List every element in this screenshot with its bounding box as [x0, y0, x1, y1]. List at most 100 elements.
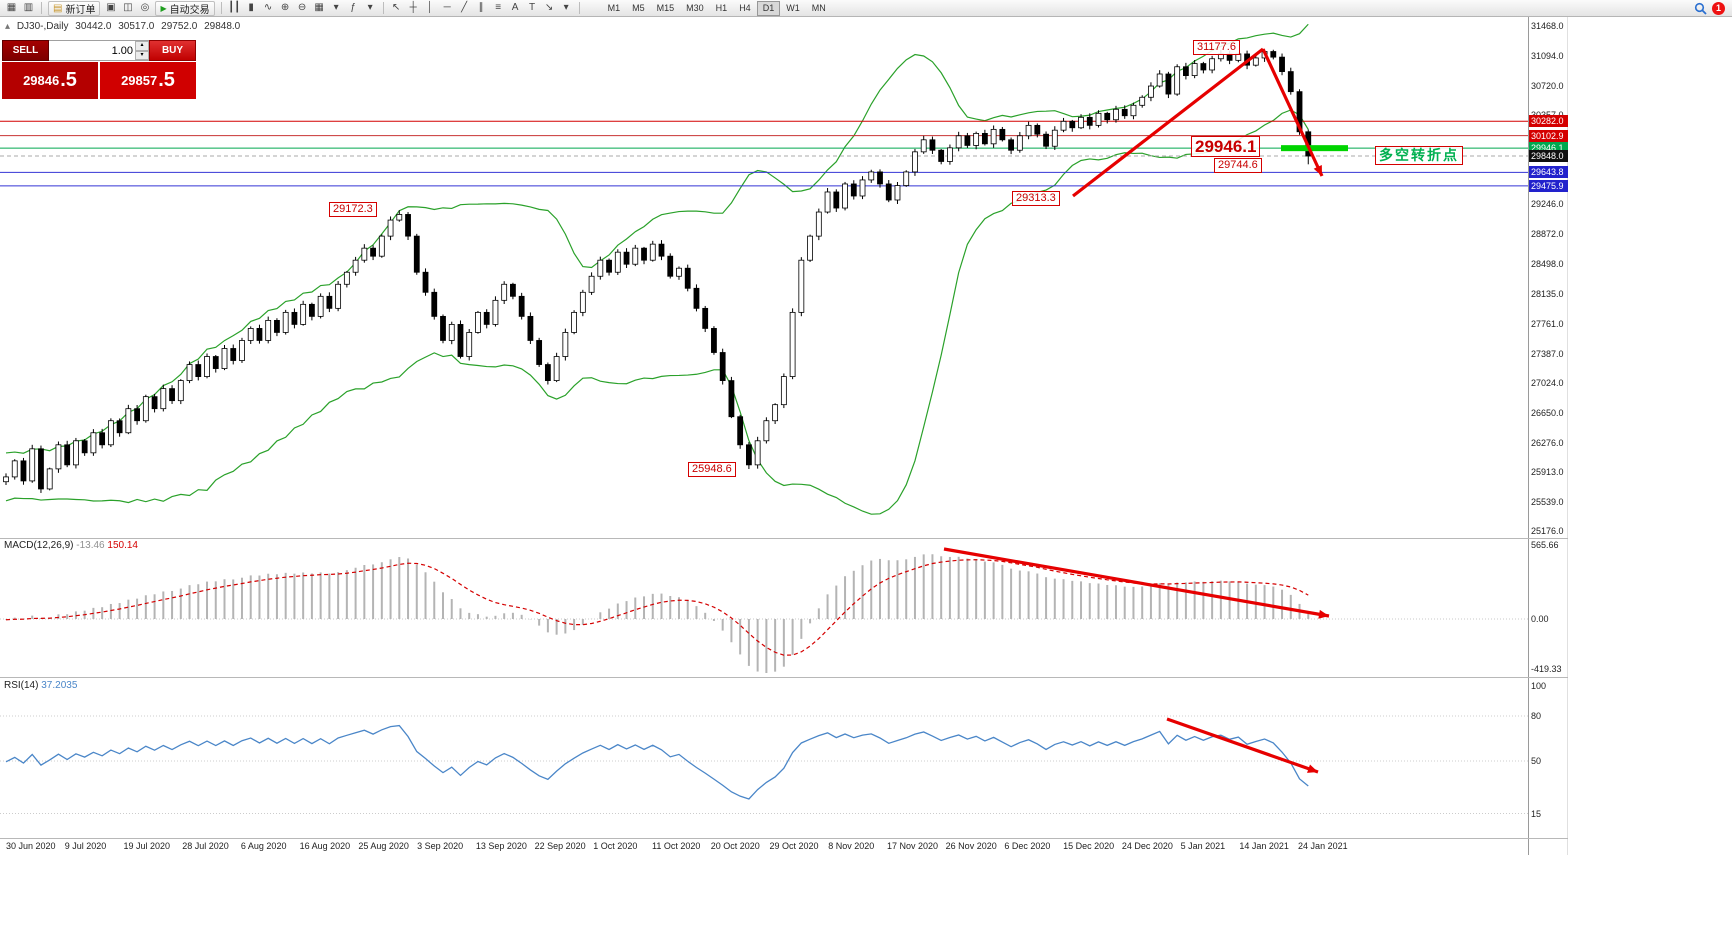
notification-badge[interactable]: 1 — [1712, 1, 1725, 15]
line-chart-icon[interactable]: ∿ — [263, 1, 273, 13]
tile-windows-icon[interactable]: ▦ — [314, 1, 324, 13]
candle-body — [317, 295, 324, 317]
auto-trading-icon: ▶ — [160, 3, 167, 13]
chart-tools-group: ┃┃ ▮ ∿ ⊕ ⊖ ▦ ▾ ƒ ▾ — [226, 1, 379, 16]
candle-body — [894, 185, 901, 201]
timeframe-h4-button[interactable]: H4 — [733, 1, 757, 16]
candle-body — [999, 128, 1006, 141]
cursor-icon[interactable]: ↖ — [391, 1, 401, 13]
pane-separator[interactable] — [0, 677, 1568, 678]
timeframe-mn-button[interactable]: MN — [806, 1, 832, 16]
candle-body — [614, 251, 621, 273]
indicators-dropdown-icon[interactable]: ▾ — [367, 1, 373, 13]
zoom-out-icon[interactable]: ⊖ — [297, 1, 307, 13]
layout-dropdown-icon[interactable]: ▾ — [333, 1, 339, 13]
market-watch-icon[interactable]: ▣ — [106, 1, 116, 13]
macd-label: MACD(12,26,9) -13.46 150.14 — [4, 540, 138, 551]
candle-body — [1235, 53, 1242, 61]
timeframe-m30-button[interactable]: M30 — [680, 1, 710, 16]
timeframe-w1-button[interactable]: W1 — [780, 1, 806, 16]
indicators-icon[interactable]: ƒ — [350, 1, 356, 13]
candle-body — [684, 267, 691, 289]
candle-body — [746, 444, 752, 466]
candle-body — [510, 283, 516, 297]
volume-input[interactable] — [49, 41, 135, 60]
trendline-icon[interactable]: ╱ — [461, 1, 468, 13]
timeframe-h1-button[interactable]: H1 — [710, 1, 734, 16]
candlestick-chart-icon[interactable]: ▮ — [248, 1, 254, 13]
candle-body — [361, 247, 368, 261]
trend-arrow[interactable] — [943, 547, 1330, 618]
ohlc-high: 30517.0 — [118, 21, 155, 32]
zoom-in-icon[interactable]: ⊕ — [280, 1, 290, 13]
terminal-icon[interactable]: ◎ — [140, 1, 150, 13]
candle-body — [850, 183, 857, 197]
trend-arrow[interactable] — [1166, 717, 1319, 774]
timeframe-m5-button[interactable]: M5 — [626, 1, 651, 16]
candle-body — [1156, 73, 1163, 87]
chart-file-group: ▦ ▥ — [3, 1, 37, 16]
candle-body — [501, 283, 508, 301]
candle-body — [90, 432, 97, 454]
candle-body — [55, 444, 62, 470]
candle-body — [1200, 63, 1207, 71]
candle-body — [405, 214, 411, 237]
crosshair-icon[interactable]: ┼ — [409, 1, 417, 13]
timeframe-m1-button[interactable]: M1 — [602, 1, 627, 16]
candle-body — [20, 460, 27, 482]
candle-body — [125, 408, 132, 434]
candle-body — [929, 139, 936, 151]
fibonacci-icon[interactable]: ≡ — [495, 1, 502, 13]
search-icon[interactable] — [1694, 2, 1707, 15]
candle-body — [239, 340, 245, 361]
bid-price-display[interactable]: 29846 .5 — [2, 62, 98, 99]
buy-button[interactable]: BUY — [149, 40, 196, 61]
price-scale-divider — [1528, 17, 1529, 855]
toolbar: ▦ ▥ ▤ 新订单 ▣ ◫ ◎ ▶ 自动交易 ┃┃ ▮ ∿ ⊕ ⊖ ▦ ▾ ƒ ▾ ↖ ┼ │ ─ ╱ ∥ ≡ A T… — [0, 0, 1732, 17]
text-icon[interactable]: A — [511, 1, 519, 13]
candle-body — [1095, 112, 1102, 126]
new-order-button[interactable]: ▤ 新订单 — [48, 0, 101, 16]
pane-separator[interactable] — [0, 538, 1568, 539]
horizontal-line-icon[interactable]: ─ — [443, 1, 451, 13]
toolbar-separator — [382, 2, 384, 14]
macd-signal-line — [5, 559, 1309, 656]
ask-price-display[interactable]: 29857 .5 — [100, 62, 196, 99]
chart-ohlc-header: ▴ DJ30-,Daily 30442.0 30517.0 29752.0 29… — [5, 21, 244, 32]
shapes-dropdown-icon[interactable]: ▾ — [563, 1, 569, 13]
channel-icon[interactable]: ∥ — [478, 1, 484, 13]
candle-body — [448, 324, 455, 341]
candle-body — [920, 139, 927, 153]
candle-body — [3, 476, 9, 483]
chart-canvas[interactable] — [0, 17, 1568, 855]
chart-profiles-icon[interactable]: ▥ — [23, 1, 34, 13]
candle-body — [676, 267, 682, 277]
timeframe-d1-button[interactable]: D1 — [756, 0, 781, 16]
bar-chart-icon[interactable]: ┃┃ — [228, 1, 241, 13]
candle-body — [859, 179, 866, 197]
new-chart-icon[interactable]: ▦ — [6, 1, 17, 13]
trend-arrow[interactable] — [1261, 48, 1324, 177]
label-icon[interactable]: T — [529, 1, 536, 13]
candle-body — [1008, 139, 1014, 151]
candle-body — [230, 348, 237, 361]
candle-body — [387, 219, 394, 237]
candle-body — [247, 328, 254, 341]
candle-body — [754, 440, 761, 466]
candle-body — [807, 235, 813, 261]
auto-trading-button[interactable]: ▶ 自动交易 — [155, 0, 215, 16]
price-row: 29846 .5 29857 .5 — [2, 62, 196, 99]
volume-decrease-button[interactable]: ▾ — [135, 50, 149, 60]
candle-body — [1252, 57, 1259, 66]
candle-body — [1139, 96, 1146, 106]
candle-body — [475, 311, 481, 333]
navigator-icon[interactable]: ◫ — [123, 1, 133, 13]
support-highlight[interactable] — [1281, 145, 1348, 152]
arrows-icon[interactable]: ↘ — [544, 1, 554, 13]
sell-button[interactable]: SELL — [2, 40, 49, 61]
trend-arrow[interactable] — [1072, 47, 1264, 198]
volume-increase-button[interactable]: ▴ — [135, 41, 149, 51]
timeframe-m15-button[interactable]: M15 — [651, 1, 681, 16]
candle-body — [457, 324, 464, 357]
vertical-line-icon[interactable]: │ — [426, 1, 434, 13]
